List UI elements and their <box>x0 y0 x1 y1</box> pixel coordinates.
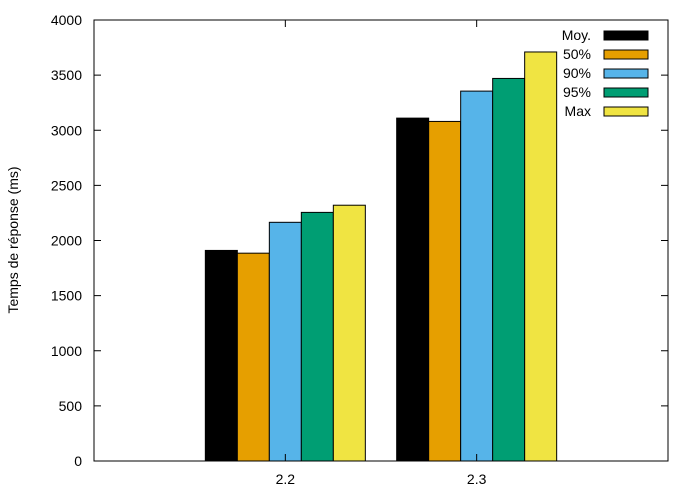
y-tick-label: 500 <box>59 398 83 414</box>
bar-90-2-3 <box>460 90 494 462</box>
bar-50-2-3 <box>428 120 462 462</box>
y-tick-label: 2500 <box>51 177 82 193</box>
y-axis: 0 500 1000 1500 2000 2500 3000 3500 4000 <box>51 12 668 469</box>
legend-label: 95% <box>563 84 591 100</box>
bar-moy-2-2 <box>204 249 238 462</box>
x-axis: 2.2 2.3 <box>276 20 487 487</box>
legend-swatch <box>603 30 649 41</box>
legend: Moy. 50% 90% 95% Max <box>562 27 649 119</box>
bar-50-2-2 <box>236 252 270 462</box>
bar-95-2-2 <box>300 211 334 462</box>
bar-max-2-3 <box>524 51 558 462</box>
y-axis-label: Temps de réponse (ms) <box>5 166 21 313</box>
bar-moy-2-3 <box>396 117 430 462</box>
bar-95-2-3 <box>492 77 526 462</box>
y-tick-label: 3000 <box>51 122 82 138</box>
bars-group <box>204 51 558 462</box>
legend-label: 90% <box>563 65 591 81</box>
x-tick-label: 2.3 <box>467 471 487 487</box>
bar-max-2-2 <box>332 204 366 462</box>
legend-swatch <box>603 49 649 60</box>
legend-label: Moy. <box>562 27 591 43</box>
y-tick-label: 1500 <box>51 288 82 304</box>
legend-swatch <box>603 87 649 98</box>
x-tick-label: 2.2 <box>276 471 296 487</box>
bar-90-2-2 <box>268 221 302 462</box>
y-tick-label: 3500 <box>51 67 82 83</box>
y-tick-label: 0 <box>74 453 82 469</box>
legend-label: 50% <box>563 46 591 62</box>
legend-swatch <box>603 68 649 79</box>
legend-swatch <box>603 106 649 117</box>
y-tick-label: 2000 <box>51 233 82 249</box>
y-tick-label: 4000 <box>51 12 82 28</box>
legend-label: Max <box>565 103 591 119</box>
y-tick-label: 1000 <box>51 343 82 359</box>
